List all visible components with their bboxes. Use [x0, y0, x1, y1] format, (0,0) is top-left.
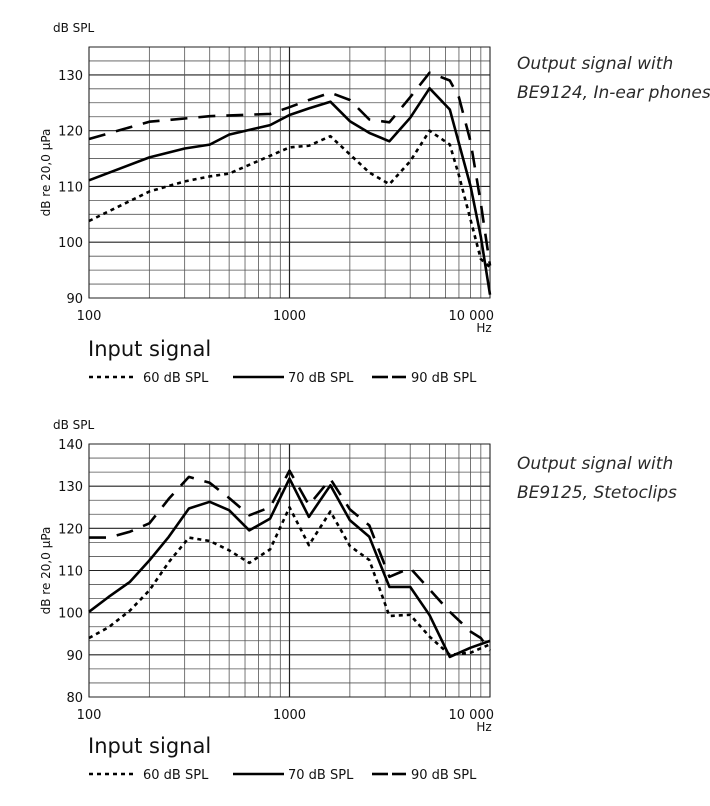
- legend-label: 90 dB SPL: [411, 768, 477, 783]
- series-line-60-db-spl: [88, 505, 491, 657]
- y-tick-label: 80: [66, 691, 83, 706]
- chart-title: BE9124, In-ear phones: [517, 83, 710, 103]
- series-line-90-db-spl: [88, 71, 492, 266]
- x-tick-label: 10 000: [449, 309, 495, 324]
- series-line-60-db-spl: [88, 129, 491, 269]
- y-axis-label: dB re 20,0 µPa: [39, 129, 53, 217]
- series-line-70-db-spl: [88, 87, 492, 295]
- y-axis-unit: dB SPL: [53, 21, 95, 35]
- legend-title: Input signal: [88, 734, 211, 758]
- x-tick-label: 1000: [273, 708, 306, 723]
- y-tick-label: 120: [58, 125, 83, 140]
- y-tick-label: 100: [58, 607, 83, 622]
- chart-title: Output signal with: [517, 454, 673, 474]
- y-tick-label: 90: [66, 649, 83, 664]
- x-tick-label: 1000: [273, 309, 306, 324]
- legend-label: 60 dB SPL: [143, 768, 209, 783]
- y-tick-label: 110: [58, 565, 83, 580]
- plot-frame: [88, 46, 491, 299]
- plot-frame: [88, 443, 491, 698]
- legend: Input signal 60 dB SPL 70 dB SPL 90 dB SPL: [88, 337, 477, 386]
- legend-label: 70 dB SPL: [288, 371, 354, 386]
- grid: [88, 443, 491, 698]
- y-tick-label: 130: [58, 480, 83, 495]
- chart-title: Output signal with: [517, 54, 673, 74]
- series-line-70-db-spl: [88, 477, 491, 659]
- y-axis-unit: dB SPL: [53, 418, 95, 432]
- y-tick-label: 130: [58, 69, 83, 84]
- y-tick-label: 110: [58, 180, 83, 195]
- legend-title: Input signal: [88, 337, 211, 361]
- legend-label: 70 dB SPL: [288, 768, 354, 783]
- x-axis-unit: Hz: [476, 720, 491, 734]
- grid: [88, 46, 491, 299]
- y-axis-label: dB re 20,0 µPa: [39, 527, 53, 615]
- x-tick-label: 10 000: [449, 708, 495, 723]
- x-tick-label: 100: [77, 309, 102, 324]
- legend-label: 60 dB SPL: [143, 371, 209, 386]
- y-tick-label: 90: [66, 292, 83, 307]
- y-tick-label: 120: [58, 522, 83, 537]
- x-axis-unit: Hz: [476, 321, 491, 335]
- series-line-90-db-spl: [89, 469, 492, 652]
- chart-title: BE9125, Stetoclips: [517, 483, 677, 503]
- y-tick-label: 140: [58, 438, 83, 453]
- legend-label: 90 dB SPL: [411, 371, 477, 386]
- x-tick-label: 100: [77, 708, 102, 723]
- y-tick-label: 100: [58, 236, 83, 251]
- legend: Input signal 60 dB SPL 70 dB SPL 90 dB SPL: [88, 734, 477, 783]
